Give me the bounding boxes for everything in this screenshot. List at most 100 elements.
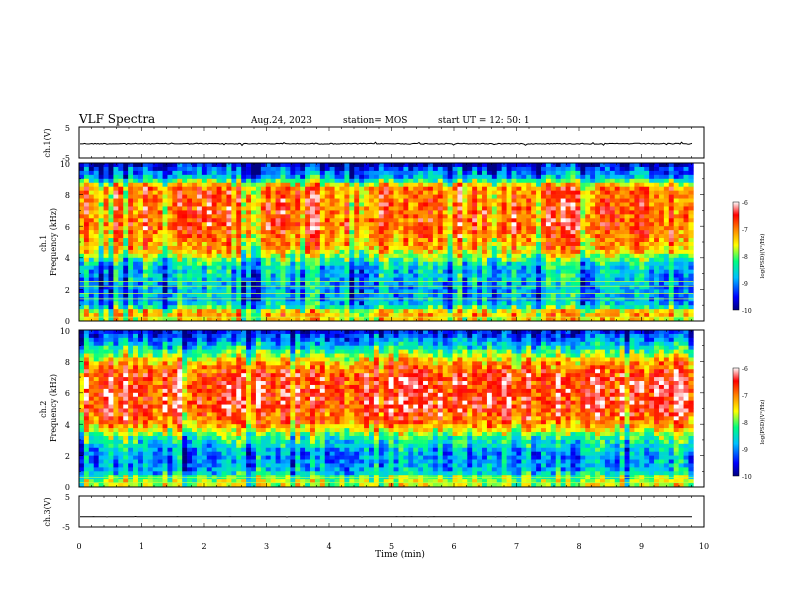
ch1-heatmap-cell (649, 206, 655, 211)
ch1-heatmap-cell (285, 253, 291, 259)
ch1-heatmap-cell (629, 206, 635, 211)
ch1-heatmap-cell (275, 222, 281, 227)
ch1-heatmap-cell (206, 261, 212, 266)
ch1-heatmap-cell (133, 182, 139, 187)
ch1-heatmap-cell (378, 210, 385, 215)
ch1-heatmap-cell (251, 253, 257, 259)
ch1-heatmap-cell (241, 166, 247, 172)
ch1-heatmap-cell (128, 309, 134, 314)
ch1-heatmap-cell (275, 261, 281, 266)
ch1-heatmap-cell (467, 242, 473, 247)
ch1-heatmap-cell (211, 163, 217, 168)
ch1-heatmap-cell (521, 317, 527, 322)
ch1-heatmap-cell (678, 166, 684, 172)
ch1-heatmap-cell (496, 257, 502, 263)
ch1-heatmap-cell (678, 309, 684, 314)
ch1-heatmap-cell (236, 198, 242, 203)
ch1-heatmap-cell (516, 285, 522, 290)
ch1-heatmap-cell (585, 226, 591, 231)
ch1-heatmap-cell (147, 313, 154, 318)
ch1-heatmap-cell (580, 313, 586, 318)
ch1-heatmap-cell (516, 174, 522, 180)
ch1-heatmap-cell (634, 222, 640, 227)
ch1-heatmap-cell (560, 293, 566, 298)
ch1-heatmap-cell (305, 269, 311, 274)
ch1-heatmap-cell (280, 182, 286, 187)
ch1-heatmap-cell (678, 289, 684, 294)
ch1-heatmap-cell (142, 170, 149, 176)
ch1-heatmap-cell (683, 245, 689, 251)
ch1-heatmap-cell (536, 281, 542, 286)
ch1-heatmap-cell (98, 206, 104, 211)
ch1-heatmap-cell (472, 170, 478, 176)
ch1-heatmap-cell (79, 289, 85, 294)
ch1-heatmap-cell (393, 206, 399, 211)
ch1-heatmap-cell (614, 170, 620, 176)
ch1-heatmap-cell (319, 277, 326, 282)
ch1-heatmap-cell (103, 261, 109, 266)
ch1-heatmap-cell (477, 170, 483, 176)
ch1-heatmap-cell (541, 277, 547, 282)
ch1-heatmap-cell (123, 277, 129, 282)
ch1-heatmap-cell (427, 257, 434, 263)
ch1-heatmap-cell (457, 234, 463, 239)
ch1-heatmap-cell (324, 202, 330, 207)
ch1-heatmap-cell (236, 297, 242, 302)
ch1-heatmap-cell (614, 289, 620, 294)
ch1-heatmap-cell (368, 206, 375, 211)
ch1-heatmap-cell (555, 218, 561, 223)
ch1-heatmap-cell (167, 214, 173, 219)
ch1-heatmap-cell (123, 194, 129, 199)
ch1-heatmap-cell (678, 285, 684, 290)
ch1-heatmap-cell (206, 214, 212, 219)
ch1-heatmap-cell (167, 293, 173, 298)
ch1-heatmap-cell (393, 257, 399, 263)
ch1-heatmap-cell (236, 253, 242, 259)
ch1-heatmap-cell (349, 269, 355, 274)
ch1-heatmap-cell (265, 214, 271, 219)
ch1-heatmap-cell (334, 218, 340, 223)
ch1-heatmap-cell (427, 261, 434, 266)
ch1-heatmap-cell (236, 309, 242, 314)
ch1-heatmap-cell (644, 289, 650, 294)
ch1-heatmap-cell (88, 289, 95, 294)
ch1-heatmap-cell (354, 297, 360, 302)
ch1-heatmap-cell (491, 265, 498, 270)
ch1-heatmap-cell (157, 206, 163, 211)
ch1-heatmap-cell (98, 253, 104, 259)
ch1-heatmap-cell (629, 170, 635, 176)
ch1-heatmap-cell (388, 277, 394, 282)
ch1-heatmap-cell (314, 242, 321, 247)
ch1-heatmap-cell (388, 170, 394, 176)
ch1-heatmap-cell (639, 293, 645, 298)
ch1-heatmap-cell (595, 226, 601, 231)
ch1-heatmap-cell (285, 313, 291, 318)
ch1-heatmap-cell (324, 265, 330, 270)
ch1-heatmap-cell (172, 238, 178, 243)
ch1-heatmap-cell (368, 190, 375, 195)
ch1-heatmap-cell (501, 174, 507, 180)
ch1-heatmap-cell (393, 293, 399, 298)
ch1-heatmap-cell (619, 202, 625, 207)
ch1-heatmap-cell (231, 222, 237, 227)
ch1-heatmap-cell (604, 249, 611, 255)
ch1-heatmap-cell (108, 190, 114, 195)
ch1-heatmap-cell (590, 198, 596, 203)
ch1-heatmap-cell (393, 230, 399, 235)
ch1-heatmap-cell (280, 190, 286, 195)
ch1-heatmap-cell (413, 245, 419, 251)
ch1-heatmap-cell (310, 178, 316, 184)
ch1-heatmap-cell (624, 210, 630, 215)
ch1-heatmap-cell (251, 230, 257, 235)
ch1-heatmap-cell (270, 206, 276, 211)
ch1-heatmap-cell (437, 174, 444, 180)
ch1-heatmap-cell (590, 293, 596, 298)
ch1-heatmap-cell (452, 174, 458, 180)
ch1-heatmap-cell (300, 170, 306, 176)
ch1-heatmap-cell (658, 309, 665, 314)
ch1-heatmap-cell (177, 265, 183, 270)
ch1-heatmap-cell (614, 174, 620, 180)
ch1-heatmap-cell (408, 234, 414, 239)
ch1-heatmap-cell (196, 249, 203, 255)
ch1-heatmap-cell (364, 253, 370, 259)
